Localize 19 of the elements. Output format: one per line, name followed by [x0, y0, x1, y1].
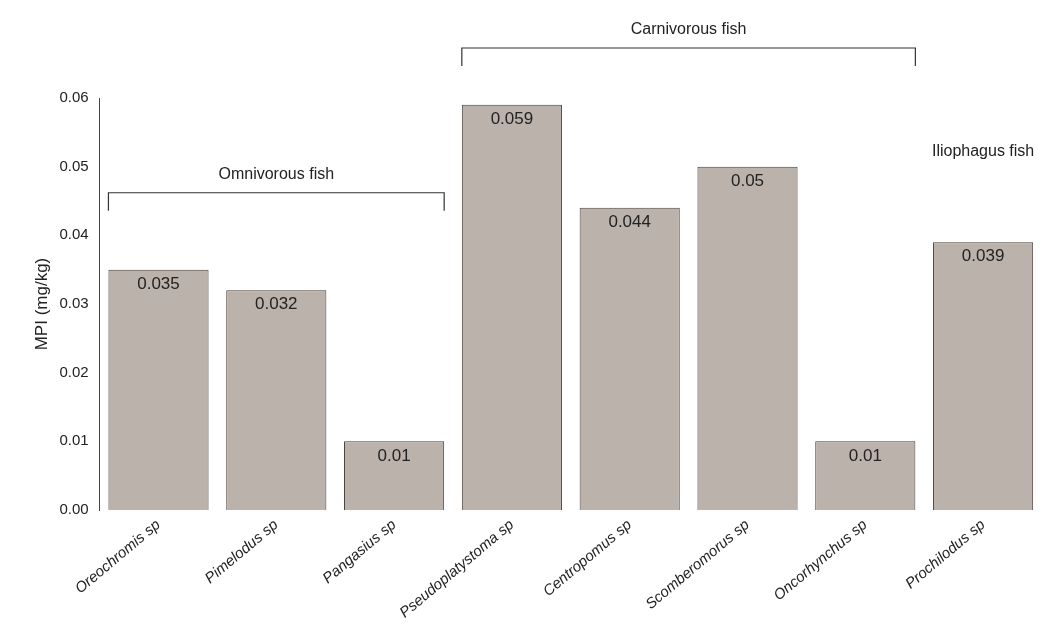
y-tick-label: 0.05: [59, 156, 89, 174]
data-label: 0.039: [961, 246, 1005, 266]
y-tick-label: 0.04: [59, 225, 89, 243]
data-label: 0.01: [848, 445, 882, 465]
annotation: Omnivorous fish: [218, 165, 335, 183]
y-tick-label: 0.02: [59, 362, 89, 380]
data-label: 0.05: [730, 170, 765, 190]
y-axis-title: MPI (mg/kg): [31, 257, 51, 351]
data-label: 0.044: [608, 212, 651, 232]
y-tick-label: 0.00: [59, 500, 89, 518]
data-label: 0.032: [255, 294, 298, 314]
y-tick-label: 0.01: [59, 431, 89, 449]
y-tick-label: 0.03: [59, 294, 89, 312]
data-label: 0.01: [377, 445, 411, 465]
text: Carnivorous fish: [630, 20, 747, 38]
y-tick-label: 0.06: [59, 88, 89, 106]
data-label: 0.059: [490, 109, 534, 129]
annotation: Iliophagus fish: [931, 142, 1035, 160]
data-label: 0.035: [137, 273, 180, 293]
